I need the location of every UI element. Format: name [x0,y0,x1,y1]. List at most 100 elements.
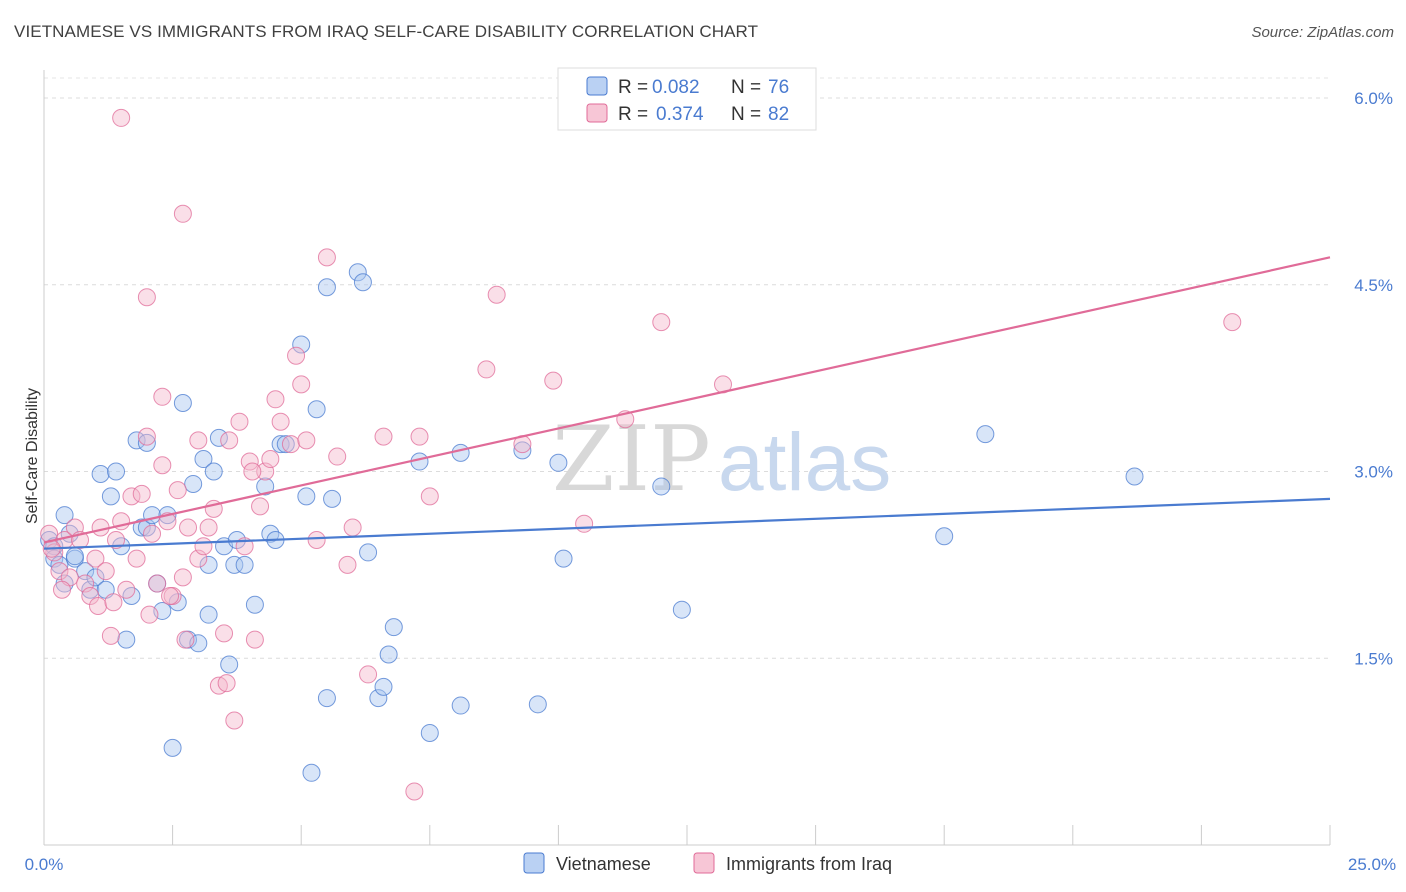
bottom-legend-swatch-vietnamese [523,852,545,874]
iraq-point [281,435,300,454]
vietnamese-point [935,527,954,546]
vietnamese-point [353,273,372,292]
vietnamese-point [513,441,532,460]
iraq-point [243,462,262,481]
vietnamese-point [323,489,342,508]
vietnamese-point [137,433,156,452]
vietnamese-point [65,547,84,566]
vietnamese-points [40,263,1144,782]
legend: R = 0.082 N = 76 R = 0.374 N = 82 [557,67,817,131]
vietnamese-point [297,487,316,506]
vietnamese-point [369,689,388,708]
iraq-point [168,481,187,500]
iraq-point [297,431,316,450]
iraq-point [287,346,306,365]
iraq-point [261,450,280,469]
vietnamese-point [209,428,228,447]
vietnamese-point [384,618,403,637]
iraq-point [374,427,393,446]
legend-n-value-1: 76 [768,77,789,98]
vietnamese-point [451,443,470,462]
y-tick-labels: 1.5% 3.0% 4.5% 6.0% [1354,89,1393,668]
iraq-points [40,108,1242,801]
vietnamese-point [204,462,223,481]
vietnamese-point [76,562,95,581]
legend-swatch-iraq [586,103,608,123]
iraq-point [245,630,264,649]
vietnamese-point [117,630,136,649]
iraq-point [143,524,162,543]
vietnamese-point [199,555,218,574]
iraq-point [266,390,285,409]
vietnamese-point [199,605,218,624]
vietnamese-point [307,400,326,419]
iraq-trend-line [43,256,1331,544]
bottom-legend-vietnamese: Vietnamese [556,854,651,874]
iraq-point [173,204,192,223]
x-ticks [43,825,1331,845]
vietnamese-point [554,549,573,568]
iraq-point [292,375,311,394]
iraq-point [148,574,167,593]
vietnamese-point [163,738,182,757]
iraq-point [137,288,156,307]
iraq-point [217,674,236,693]
vietnamese-point [225,555,244,574]
iraq-point [53,580,72,599]
iraq-point [487,285,506,304]
legend-n-label-2: N = [731,104,761,125]
vietnamese-point [194,450,213,469]
vietnamese-trend-line [43,497,1331,550]
iraq-point [317,248,336,267]
iraq-point [176,630,195,649]
bottom-legend: Vietnamese Immigrants from Iraq [523,852,892,874]
vietnamese-point [317,278,336,297]
iraq-point [652,313,671,332]
iraq-point [328,447,347,466]
vietnamese-point [348,263,367,282]
iraq-point [161,587,180,605]
iraq-point [104,593,123,612]
iraq-point [405,782,424,801]
iraq-point [359,665,378,684]
vietnamese-point [86,568,105,587]
vietnamese-point [1125,467,1144,486]
vietnamese-point [652,477,671,496]
vietnamese-point [528,695,547,714]
iraq-point [50,562,69,581]
x-tick-label-max: 25.0% [1348,855,1396,874]
vietnamese-point [143,506,162,525]
legend-swatch-vietnamese [586,76,608,96]
iraq-point [338,555,357,574]
vietnamese-point [55,506,74,525]
iraq-point [307,530,326,549]
y-axis-title: Self-Care Disability [24,388,41,524]
vietnamese-point [276,435,295,454]
vietnamese-point [220,655,239,674]
vietnamese-point [379,645,398,664]
watermark-atlas: atlas [718,417,891,508]
iraq-point [132,484,151,503]
iraq-point [544,371,563,390]
vietnamese-point [451,696,470,715]
vietnamese-point [173,394,192,413]
iraq-point [575,514,594,533]
iraq-point [225,711,244,730]
iraq-point [122,487,141,506]
iraq-point [220,431,239,450]
iraq-point [173,568,192,587]
vietnamese-point [317,689,336,708]
vietnamese-point [127,431,146,450]
iraq-point [251,497,270,516]
bottom-legend-swatch-iraq [693,852,715,874]
legend-r-value-2: 0.374 [656,104,704,125]
y-tick-label: 4.5% [1354,276,1393,295]
vietnamese-point [101,487,120,506]
iraq-point [86,549,105,568]
iraq-point [477,360,496,379]
vietnamese-point [271,435,290,454]
iraq-point [343,518,362,537]
vietnamese-point [302,763,321,782]
vietnamese-point [976,425,995,444]
